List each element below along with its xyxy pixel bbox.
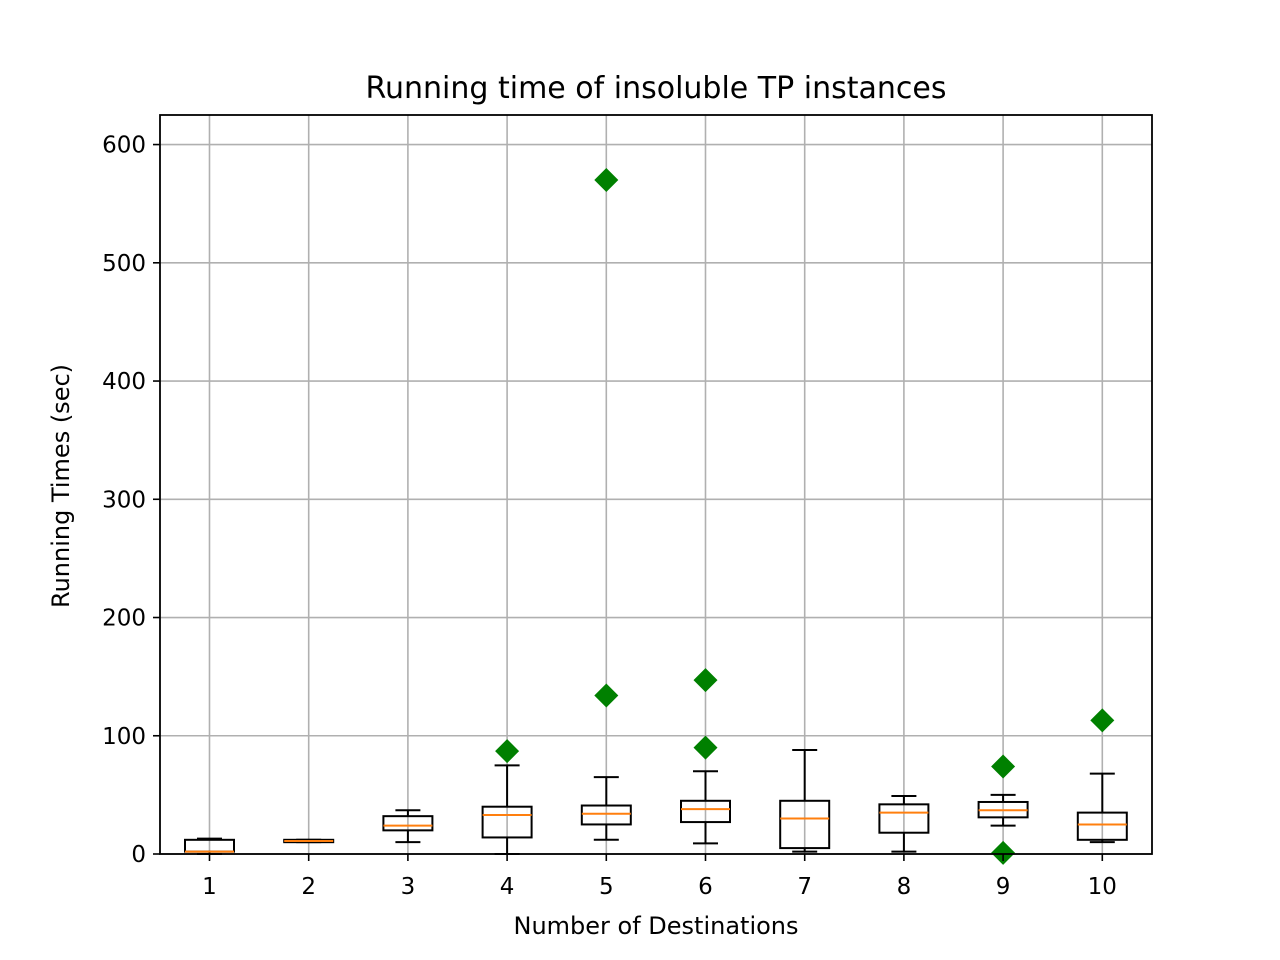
box-group-2	[283, 838, 335, 844]
iqr-box	[1076, 811, 1128, 841]
box-group-8	[878, 795, 930, 853]
outlier-point	[991, 754, 1016, 779]
box-group-9	[977, 754, 1029, 865]
grid-lines	[160, 115, 1152, 855]
y-tick-label: 400	[102, 369, 146, 395]
iqr-box	[878, 803, 930, 834]
iqr-box	[382, 815, 434, 832]
x-tick-label: 2	[301, 874, 316, 900]
x-tick-label: 9	[996, 874, 1011, 900]
y-tick-label: 0	[131, 842, 146, 868]
x-tick-label: 7	[797, 874, 812, 900]
iqr-box	[680, 799, 731, 824]
x-tick-label: 6	[698, 874, 713, 900]
y-tick-label: 600	[102, 133, 146, 159]
x-tick-label: 4	[500, 874, 515, 900]
y-axis-label: Running Times (sec)	[47, 364, 75, 608]
outlier-point	[693, 735, 718, 760]
axis-ticks: 0 100 200 300 400 500 600 1 2 3 4 5 6 7 8 9 10	[102, 133, 1117, 900]
y-tick-label: 200	[102, 606, 146, 632]
y-tick-label: 300	[102, 487, 146, 513]
outlier-point	[594, 683, 619, 708]
x-tick-label: 5	[599, 874, 614, 900]
box-group-7	[779, 748, 831, 853]
x-tick-label: 10	[1088, 874, 1117, 900]
x-tick-label: 1	[202, 874, 217, 900]
box-group-6	[680, 668, 731, 845]
outlier-point	[594, 168, 619, 193]
outlier-point	[495, 739, 520, 764]
x-axis-label: Number of Destinations	[513, 912, 798, 940]
y-tick-label: 100	[102, 724, 146, 750]
y-tick-label: 500	[102, 251, 146, 277]
plot-frame	[159, 114, 1153, 855]
box-group-4	[481, 739, 533, 855]
outlier-point	[693, 668, 718, 693]
outlier-point	[991, 840, 1016, 865]
outlier-point	[1090, 708, 1115, 733]
x-tick-label: 3	[401, 874, 416, 900]
box-group-3	[382, 809, 434, 844]
chart-title: Running time of insoluble TP instances	[366, 71, 947, 106]
box-group-5	[580, 168, 632, 841]
x-tick-label: 8	[897, 874, 912, 900]
box-group-10	[1076, 708, 1128, 844]
iqr-box	[779, 799, 831, 850]
iqr-box	[580, 804, 632, 826]
iqr-box	[481, 805, 533, 839]
